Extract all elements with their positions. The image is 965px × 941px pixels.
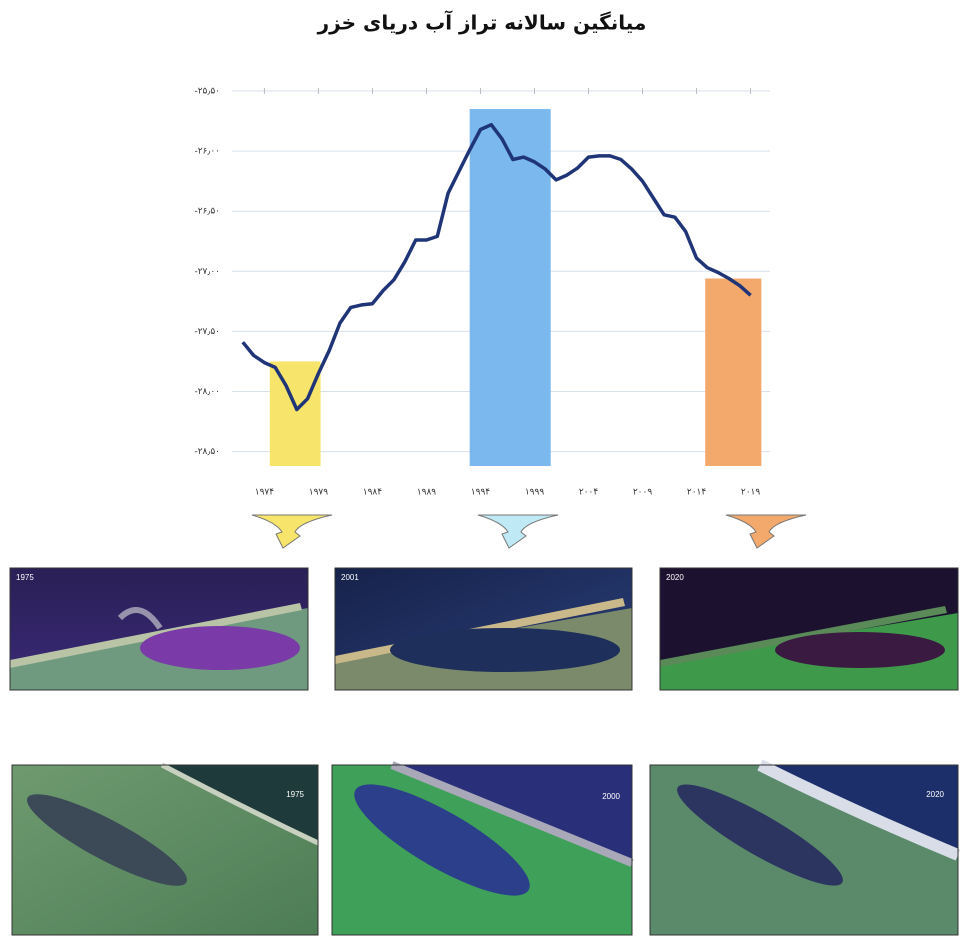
image-label: 1975 xyxy=(286,790,304,799)
x-tick-label: ۱۹۷۴ xyxy=(255,488,275,498)
arrow xyxy=(477,514,559,549)
y-tick-label: -۲۸٫۵۰ xyxy=(194,447,220,457)
arrow xyxy=(251,514,333,549)
plot: -۲۵٫۵۰ -۲۶٫۰۰ -۲۶٫۵۰ -۲۷٫۰۰ -۲۷٫۵۰ -۲۸٫۰۰ -۲۸٫… xyxy=(194,87,770,498)
data-line xyxy=(241,122,752,412)
highlight-bar xyxy=(269,361,321,466)
chart-title: میانگین سالانه تراز آب دریای خزر xyxy=(317,10,647,35)
y-tick-label: -۲۷٫۰۰ xyxy=(194,267,220,277)
arrows xyxy=(251,514,807,549)
image-label: 2001 xyxy=(341,573,359,582)
x-tick-label: ۲۰۰۹ xyxy=(633,488,653,498)
x-tick-label: ۱۹۸۹ xyxy=(417,488,437,498)
highlight-bar xyxy=(705,278,762,466)
satellite-image: 1975 xyxy=(11,762,320,936)
satellite-image: 2001 xyxy=(334,567,633,691)
satellite-image: 2020 xyxy=(659,567,959,691)
x-tick-label: ۱۹۹۹ xyxy=(525,488,545,498)
x-tick-label: ۲۰۱۴ xyxy=(687,488,707,498)
y-tick-label: -۲۸٫۰۰ xyxy=(194,387,220,397)
y-tick-label: -۲۷٫۵۰ xyxy=(194,327,220,337)
image-label: 2020 xyxy=(926,790,944,799)
x-tick-label: ۱۹۸۴ xyxy=(363,488,383,498)
satellite-image: 2000 xyxy=(331,761,634,936)
image-label: 1975 xyxy=(16,573,34,582)
arrow xyxy=(725,514,807,549)
x-tick-label: ۱۹۹۴ xyxy=(471,488,491,498)
image-label: 2020 xyxy=(666,573,684,582)
x-tick-label: ۲۰۱۹ xyxy=(741,488,761,498)
y-tick-label: -۲۶٫۵۰ xyxy=(194,207,220,217)
satellite-image: 1975 xyxy=(9,567,309,691)
x-tick-label: ۱۹۷۹ xyxy=(309,488,329,498)
highlight-bar xyxy=(469,109,551,467)
y-tick-label: -۲۵٫۵۰ xyxy=(194,87,220,97)
x-tick-label: ۲۰۰۴ xyxy=(579,488,599,498)
y-tick-label: -۲۶٫۰۰ xyxy=(194,147,220,157)
satellite-image: 2020 xyxy=(649,759,961,936)
image-label: 2000 xyxy=(602,792,620,801)
